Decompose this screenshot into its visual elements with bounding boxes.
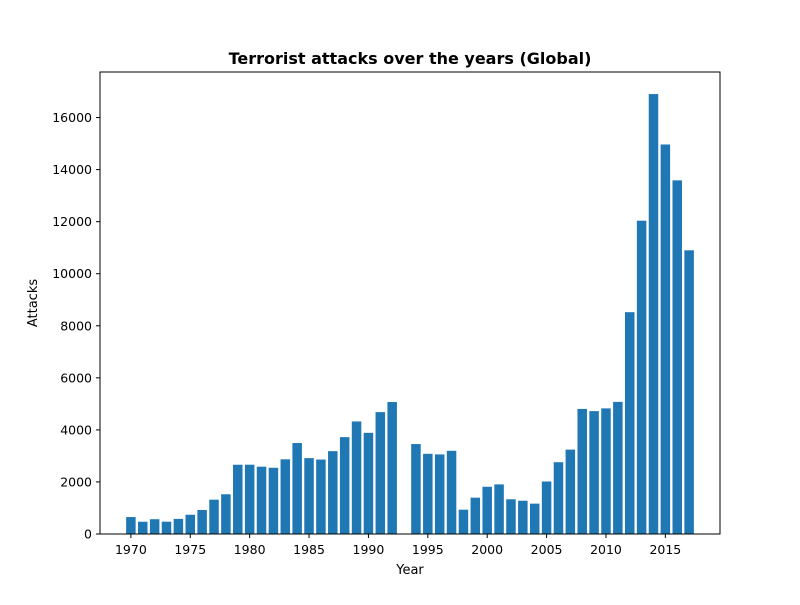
bar-2004 (529, 503, 540, 534)
bar-2013 (636, 220, 647, 534)
bar-2014 (648, 94, 659, 535)
plot-frame (99, 71, 721, 535)
bar-2000 (482, 486, 492, 534)
x-tick-label: 2000 (471, 542, 503, 557)
y-axis-label: Attacks (26, 279, 41, 328)
bar-1986 (316, 459, 326, 534)
x-tick-label: 1970 (115, 542, 147, 557)
bar-2017 (684, 250, 694, 535)
bar-2016 (672, 180, 682, 535)
bar-1973 (161, 521, 172, 534)
bar-1992 (387, 402, 397, 534)
bar-1985 (304, 458, 314, 534)
bar-1975 (185, 514, 196, 534)
bar-1972 (149, 519, 160, 534)
x-tick-label: 2015 (649, 542, 681, 557)
bar-2008 (577, 408, 587, 534)
bar-1990 (363, 432, 374, 534)
x-tick-label: 1985 (293, 542, 325, 557)
bar-1976 (197, 509, 207, 534)
bar-1977 (209, 499, 219, 534)
x-tick-label: 1990 (353, 542, 385, 557)
x-tick-label: 1995 (412, 542, 444, 557)
y-tick-label: 16000 (52, 110, 92, 125)
bar-2010 (601, 408, 611, 534)
bar-1981 (256, 466, 267, 534)
y-tick-label: 2000 (60, 474, 92, 489)
bar-1991 (375, 412, 386, 534)
y-tick-label: 8000 (60, 318, 92, 333)
bar-1995 (423, 453, 433, 534)
bar-2003 (518, 500, 528, 534)
x-axis-label: Year (395, 563, 424, 578)
x-axis-ticks: 1970 1975 1980 1985 1990 1995 2000 2005 2010 2015 (115, 534, 681, 557)
bar-1974 (173, 518, 184, 534)
bar-1987 (328, 451, 338, 534)
bar-2006 (553, 462, 564, 534)
y-tick-label: 0 (84, 527, 92, 542)
bar-1999 (470, 497, 481, 534)
chart-title: Terrorist attacks over the years (Global… (229, 49, 592, 68)
x-tick-label: 2005 (531, 542, 563, 557)
bar-2015 (660, 144, 671, 535)
x-tick-label: 1980 (234, 542, 266, 557)
bar-1978 (221, 494, 231, 534)
bar-2007 (565, 449, 576, 534)
y-tick-label: 10000 (52, 266, 92, 281)
bar-1979 (233, 464, 243, 534)
y-tick-label: 4000 (60, 422, 92, 437)
bar-1996 (434, 454, 445, 534)
bars-group (126, 94, 694, 535)
bar-1997 (446, 450, 457, 534)
bar-1989 (351, 421, 362, 534)
bar-1988 (339, 437, 350, 534)
bar-2005 (541, 481, 552, 534)
y-tick-label: 12000 (52, 214, 92, 229)
x-tick-label: 2010 (590, 542, 622, 557)
bar-1998 (458, 509, 469, 534)
bar-1983 (280, 459, 291, 534)
bar-1982 (268, 467, 279, 534)
y-axis-ticks: 0 2000 4000 6000 8000 10000 12000 14000 16000 (52, 110, 100, 542)
x-tick-label: 1975 (174, 542, 206, 557)
bar-1971 (138, 521, 148, 534)
bar-2001 (494, 484, 504, 534)
bar-1994 (411, 444, 421, 534)
bar-2011 (613, 401, 623, 534)
y-tick-label: 6000 (60, 370, 92, 385)
bar-1984 (292, 443, 302, 534)
y-tick-label: 14000 (52, 162, 92, 177)
bar-2012 (624, 312, 635, 534)
bar-1970 (126, 517, 136, 534)
bar-2002 (506, 499, 516, 534)
bar-1980 (244, 464, 255, 534)
bar-2009 (589, 411, 599, 534)
